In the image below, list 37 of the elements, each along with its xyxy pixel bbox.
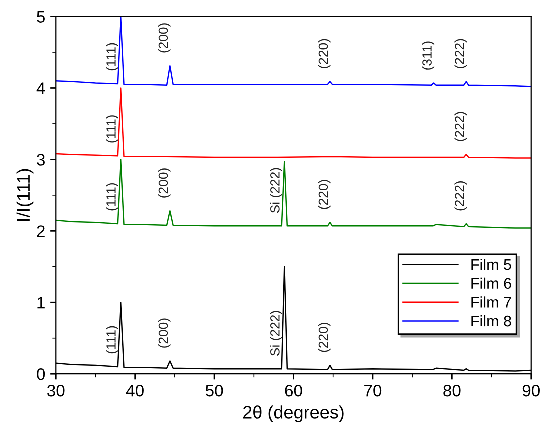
annotation: (222) [454,182,468,211]
annotation: (111) [106,116,119,143]
annotation: (222) [454,39,468,68]
annotation: (111) [106,326,119,354]
annotation: (111) [106,43,119,71]
x-tick-label: 50 [206,384,224,397]
y-tick-label: 0 [37,368,46,380]
y-tick-label: 1 [38,297,45,309]
x-tick-label: 30 [48,384,65,397]
x-tick-label: 90 [522,384,540,397]
x-tick-label: 70 [364,384,382,397]
line-series [56,88,532,159]
annotation: Si (222) [270,311,282,356]
y-tick-label: 4 [36,82,46,94]
legend-label: Film 6 [472,278,512,290]
annotation: (220) [318,180,331,210]
annotation: (200) [158,168,171,198]
annotation: (200) [158,24,171,53]
x-axis-title: 2θ (degrees) [243,406,344,422]
legend-label: Film 7 [472,296,512,308]
annotation: Si (222) [270,168,282,214]
x-tick-label: 60 [285,384,302,397]
line-series [56,159,532,229]
y-axis-title: I/I(111) [16,169,34,222]
y-tick-label: 2 [37,226,45,238]
annotation: (222) [454,112,468,142]
x-tick-label: 40 [126,384,144,397]
y-tick-label: 3 [37,154,45,166]
y-tick-label: 5 [37,11,46,23]
annotation: (311) [422,42,435,70]
x-tick-label: 80 [444,384,461,397]
annotation: (220) [318,323,331,352]
annotation: (200) [158,318,171,348]
annotation: (111) [106,183,119,211]
annotation: (220) [318,39,331,68]
legend-label: Film 5 [472,259,512,270]
legend-label: Film 8 [472,315,512,327]
